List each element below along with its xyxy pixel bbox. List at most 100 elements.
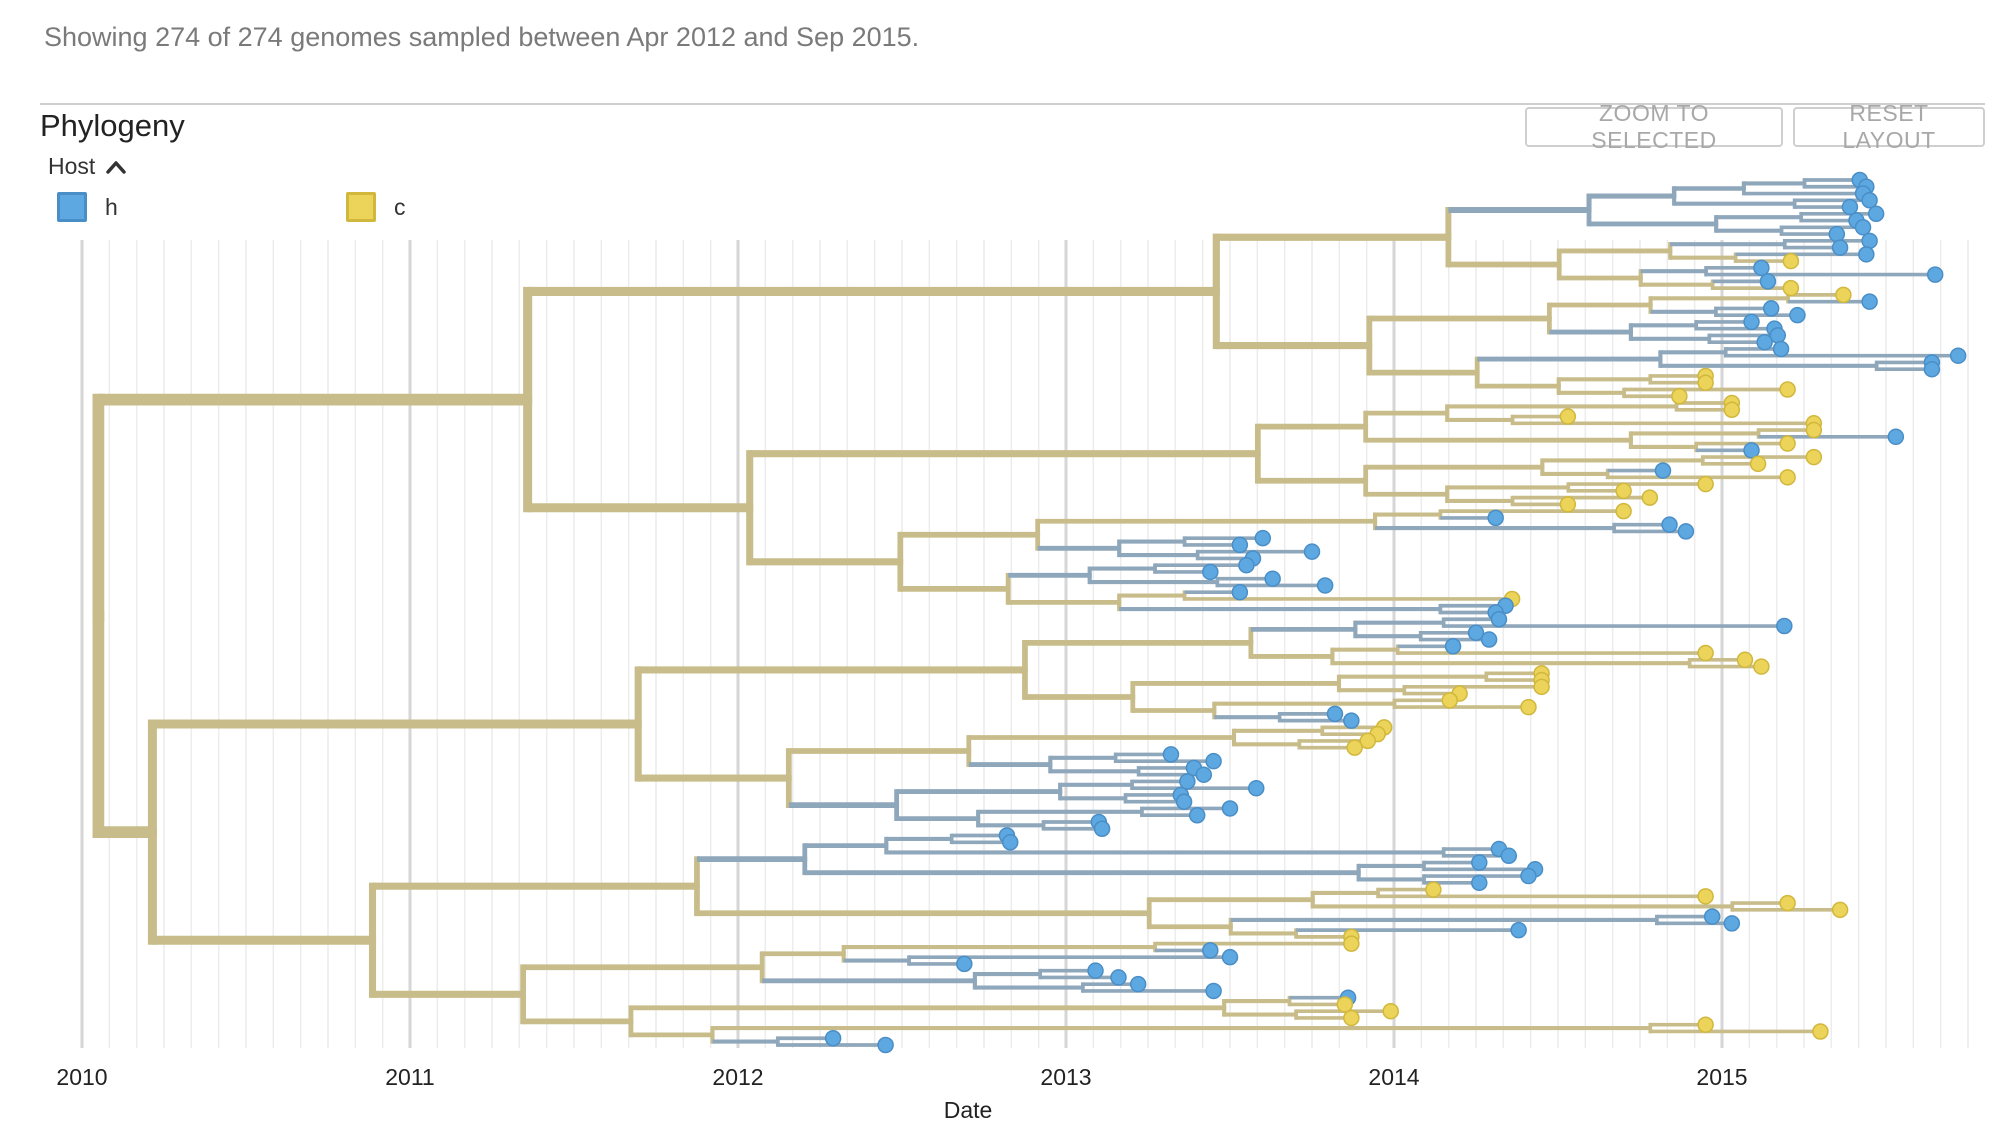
tip-h[interactable] — [1093, 820, 1111, 837]
tip-c[interactable] — [1520, 698, 1537, 716]
tip-h[interactable] — [1175, 793, 1193, 810]
tip-c[interactable] — [1749, 455, 1767, 473]
tip-c[interactable] — [1779, 381, 1796, 398]
tip-c[interactable] — [1782, 279, 1800, 297]
tip-c[interactable] — [1779, 894, 1796, 912]
tip-c[interactable] — [1805, 448, 1823, 466]
tip-c[interactable] — [1779, 435, 1796, 452]
tip-h[interactable] — [1471, 874, 1488, 892]
tip-h[interactable] — [1195, 766, 1213, 783]
tip-c[interactable] — [1533, 678, 1550, 696]
tip-h[interactable] — [1510, 921, 1527, 939]
tip-c[interactable] — [1346, 739, 1363, 756]
tip-h[interactable] — [1762, 300, 1780, 317]
tip-h[interactable] — [1202, 942, 1219, 959]
tip-h[interactable] — [1162, 746, 1180, 763]
tip-c[interactable] — [1697, 888, 1714, 905]
tip-c[interactable] — [1359, 732, 1377, 750]
tip-h[interactable] — [1861, 293, 1878, 310]
tip-c[interactable] — [1641, 489, 1659, 506]
tip-h[interactable] — [1861, 192, 1878, 209]
tip-c[interactable] — [1615, 482, 1632, 500]
tip-c[interactable] — [1697, 475, 1714, 493]
tip-h[interactable] — [1923, 360, 1941, 378]
tip-h[interactable] — [1854, 219, 1872, 236]
tip-h[interactable] — [1129, 975, 1147, 993]
tip-c[interactable] — [1831, 901, 1849, 919]
tip-h[interactable] — [1776, 617, 1793, 635]
tip-h[interactable] — [956, 955, 973, 973]
tip-c[interactable] — [1805, 421, 1823, 439]
tip-h[interactable] — [1471, 854, 1488, 871]
tip-h[interactable] — [877, 1036, 894, 1054]
tip-h[interactable] — [1753, 259, 1770, 277]
tip-h[interactable] — [1831, 239, 1849, 256]
tip-h[interactable] — [1861, 232, 1878, 250]
tip-h[interactable] — [1188, 806, 1206, 824]
tip-h[interactable] — [1677, 523, 1695, 540]
tip-c[interactable] — [1736, 651, 1754, 669]
tip-c[interactable] — [1782, 252, 1800, 270]
tip-h[interactable] — [1867, 205, 1885, 223]
tip-h[interactable] — [1756, 333, 1773, 351]
tip-h[interactable] — [1316, 577, 1334, 594]
tip-h[interactable] — [1231, 583, 1249, 601]
tip-c[interactable] — [1723, 401, 1741, 419]
tip-h[interactable] — [1221, 948, 1239, 966]
tip-h[interactable] — [1231, 536, 1249, 554]
tip-h[interactable] — [1205, 982, 1222, 1000]
tip-h[interactable] — [1238, 556, 1255, 574]
tip-h[interactable] — [1949, 347, 1967, 364]
tip-h[interactable] — [1887, 428, 1905, 446]
tip-h[interactable] — [1490, 611, 1508, 628]
tip-c[interactable] — [1336, 996, 1354, 1013]
tip-h[interactable] — [1858, 246, 1875, 263]
tip-h[interactable] — [1743, 313, 1760, 331]
tip-c[interactable] — [1441, 692, 1459, 709]
tip-h[interactable] — [1789, 306, 1806, 324]
tip-h[interactable] — [1303, 543, 1321, 560]
tip-c[interactable] — [1343, 1009, 1360, 1027]
tip-c[interactable] — [1615, 502, 1632, 520]
tip-h[interactable] — [824, 1029, 842, 1047]
tip-h[interactable] — [1467, 624, 1485, 642]
tip-c[interactable] — [1697, 374, 1714, 391]
tip-h[interactable] — [1264, 570, 1281, 587]
tip-h[interactable] — [1841, 198, 1859, 216]
tip-h[interactable] — [1772, 340, 1790, 358]
tip-h[interactable] — [1661, 516, 1678, 533]
legend-item-c[interactable]: c — [346, 192, 406, 222]
tip-h[interactable] — [1723, 915, 1741, 932]
tip-h[interactable] — [1001, 834, 1019, 851]
tip-c[interactable] — [1671, 388, 1688, 405]
tip-c[interactable] — [1343, 935, 1360, 952]
tip-c[interactable] — [1779, 469, 1796, 486]
tip-h[interactable] — [1087, 962, 1104, 979]
legend-toggle[interactable]: Host — [48, 153, 127, 180]
tip-h[interactable] — [1179, 773, 1196, 790]
tip-c[interactable] — [1835, 286, 1852, 304]
tip-h[interactable] — [1926, 266, 1944, 283]
tip-c[interactable] — [1812, 1023, 1829, 1040]
tip-h[interactable] — [1343, 712, 1360, 729]
tip-h[interactable] — [1110, 969, 1127, 986]
tip-h[interactable] — [1326, 705, 1344, 723]
tip-h[interactable] — [1205, 752, 1222, 770]
tip-c[interactable] — [1425, 881, 1442, 898]
tip-c[interactable] — [1753, 658, 1770, 675]
tip-c[interactable] — [1697, 1016, 1714, 1033]
tip-h[interactable] — [1202, 563, 1219, 581]
tip-h[interactable] — [1221, 800, 1239, 817]
tip-h[interactable] — [1480, 631, 1498, 648]
tip-h[interactable] — [1487, 509, 1504, 527]
tip-h[interactable] — [1520, 867, 1537, 885]
tip-h[interactable] — [1743, 442, 1760, 459]
tip-c[interactable] — [1382, 1002, 1399, 1020]
tip-c[interactable] — [1559, 408, 1577, 425]
tip-h[interactable] — [1254, 529, 1272, 547]
tip-h[interactable] — [1654, 462, 1672, 479]
legend-item-h[interactable]: h — [57, 192, 118, 222]
tip-c[interactable] — [1559, 496, 1577, 513]
tip-h[interactable] — [1703, 908, 1721, 925]
